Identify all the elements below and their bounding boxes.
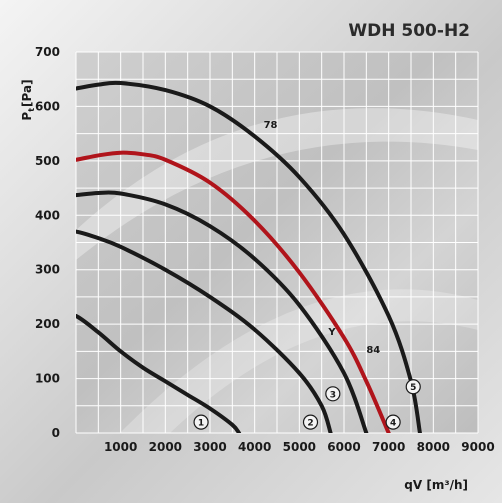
curve-marker-label: 3 [330, 390, 336, 400]
y-axis-title-unit: [Pa] [20, 79, 34, 107]
x-tick-label: 2000 [149, 440, 182, 454]
y-axis-title-main: P [20, 112, 34, 121]
curve-marker-circle [302, 414, 319, 430]
x-tick-label: 3000 [193, 440, 226, 454]
x-tick-label: 8000 [417, 440, 450, 454]
y-axis-title-sub: t [27, 108, 36, 112]
x-tick-label: 4000 [238, 440, 271, 454]
y-tick-label: 0 [52, 426, 60, 440]
curve-3 [76, 190, 369, 433]
curve-marker-circle [325, 386, 341, 402]
curve-marker-4: 4 [385, 414, 401, 430]
x-tick-label: 7000 [372, 440, 405, 454]
y-tick-label: 700 [35, 45, 60, 59]
curve-annotation: 84 [366, 345, 380, 356]
curve-marker-label: 2 [307, 419, 313, 429]
curve-marker-3: 3 [325, 386, 341, 402]
curve-marker-1: 1 [193, 414, 209, 430]
curve-1 [76, 313, 242, 433]
y-tick-label: 500 [35, 154, 60, 168]
x-tick-label: 5000 [283, 440, 316, 454]
x-tick-label: 1000 [104, 440, 137, 454]
curve-marker-circle [405, 379, 421, 395]
curve-marker-circle [193, 414, 209, 430]
x-tick-label: 9000 [461, 440, 494, 454]
curve-marker-label: 1 [198, 419, 204, 429]
curve-marker-label: 5 [410, 383, 416, 393]
curve-marker-2: 2 [302, 414, 319, 430]
y-tick-label: 400 [35, 208, 60, 222]
y-tick-label: 100 [35, 372, 60, 386]
curve-marker-label: 4 [390, 419, 396, 429]
x-axis-title: qV [m³/h] [404, 478, 468, 492]
chart-title: WDH 500-H2 [348, 21, 470, 41]
curve-5 [76, 80, 422, 433]
y-tick-label: 600 [35, 99, 60, 113]
curve-2 [76, 229, 333, 433]
svg-text:Pt[Pa]: Pt[Pa] [20, 79, 36, 120]
y-tick-label: 200 [35, 317, 60, 331]
x-tick-label: 6000 [327, 440, 360, 454]
y-tick-label: 300 [35, 263, 60, 277]
curve-4 [76, 150, 391, 433]
curve-marker-5: 5 [405, 379, 421, 395]
curve-marker-circle [385, 414, 401, 430]
y-axis-title: Pt[Pa] [20, 79, 36, 120]
curve-annotation: 78 [264, 120, 278, 131]
curve-annotation: Y [327, 327, 336, 338]
